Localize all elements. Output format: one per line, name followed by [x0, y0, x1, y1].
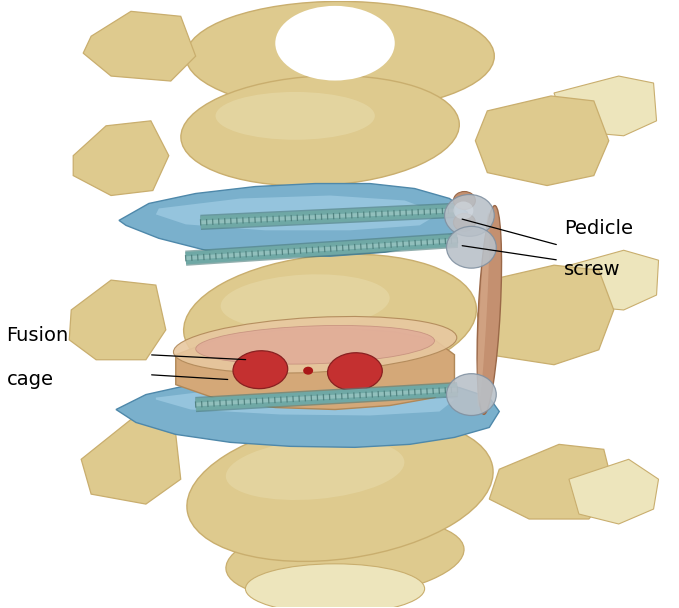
- Ellipse shape: [215, 92, 375, 140]
- Polygon shape: [554, 76, 657, 136]
- Ellipse shape: [181, 75, 459, 186]
- Ellipse shape: [173, 317, 457, 373]
- Polygon shape: [69, 280, 166, 360]
- Polygon shape: [119, 184, 467, 256]
- Ellipse shape: [303, 367, 313, 375]
- Polygon shape: [116, 378, 499, 447]
- Polygon shape: [81, 420, 181, 504]
- Ellipse shape: [454, 201, 473, 219]
- Ellipse shape: [454, 192, 475, 209]
- Ellipse shape: [447, 374, 496, 415]
- Ellipse shape: [477, 213, 490, 407]
- Ellipse shape: [454, 213, 475, 231]
- Polygon shape: [83, 12, 196, 81]
- Ellipse shape: [477, 206, 502, 414]
- Text: screw: screw: [564, 260, 621, 279]
- Text: cage: cage: [7, 370, 54, 389]
- Ellipse shape: [245, 564, 424, 608]
- Ellipse shape: [226, 438, 405, 500]
- Polygon shape: [490, 444, 614, 519]
- Ellipse shape: [183, 254, 477, 385]
- Polygon shape: [569, 459, 659, 524]
- Polygon shape: [475, 96, 609, 185]
- Ellipse shape: [233, 351, 288, 389]
- Polygon shape: [73, 121, 169, 196]
- Text: Fusion: Fusion: [7, 326, 69, 345]
- Ellipse shape: [275, 6, 394, 80]
- Polygon shape: [156, 196, 439, 230]
- Ellipse shape: [327, 353, 382, 390]
- Ellipse shape: [185, 1, 494, 111]
- Ellipse shape: [221, 274, 390, 330]
- Ellipse shape: [196, 325, 435, 364]
- Ellipse shape: [187, 417, 493, 561]
- Polygon shape: [559, 250, 659, 310]
- Polygon shape: [156, 385, 454, 415]
- Ellipse shape: [445, 195, 494, 237]
- Ellipse shape: [226, 518, 464, 600]
- Polygon shape: [477, 265, 614, 365]
- Text: Pedicle: Pedicle: [564, 219, 633, 238]
- Ellipse shape: [447, 226, 496, 268]
- Polygon shape: [176, 328, 454, 410]
